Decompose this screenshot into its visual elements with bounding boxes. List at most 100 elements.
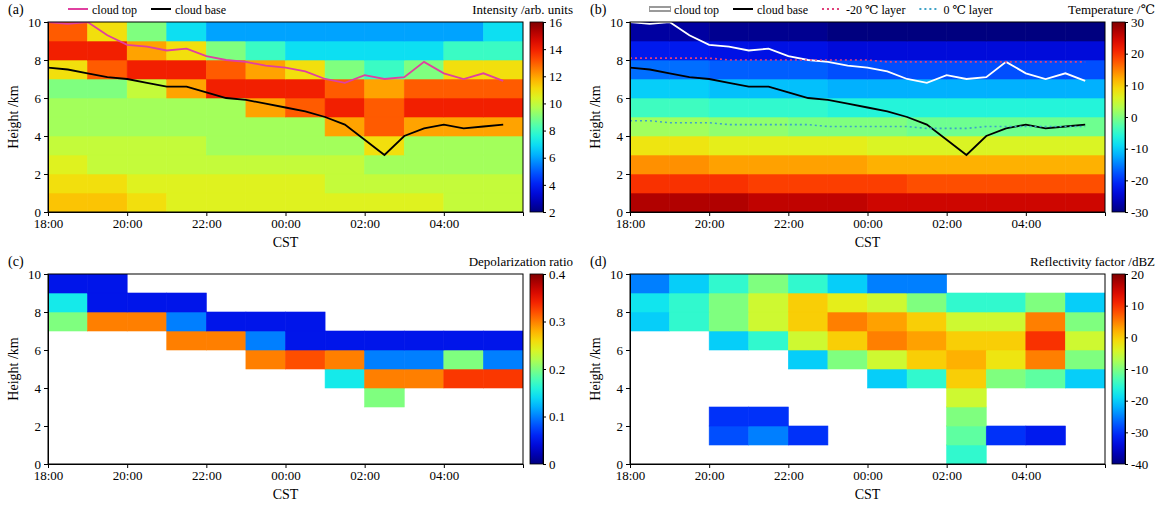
heat-cell bbox=[907, 98, 947, 117]
heat-cell bbox=[365, 117, 405, 136]
heat-cell bbox=[365, 174, 405, 193]
tick-label: 0 bbox=[617, 457, 624, 472]
tick-mark bbox=[626, 274, 630, 275]
heat-cell bbox=[365, 79, 405, 98]
tick: 8 bbox=[617, 53, 631, 68]
tick-label: 0.2 bbox=[549, 362, 565, 377]
plot-frame bbox=[48, 274, 523, 464]
heat-cell bbox=[1026, 350, 1066, 369]
heat-cell bbox=[986, 350, 1026, 369]
heat-cell bbox=[749, 312, 789, 331]
heat-cell bbox=[88, 117, 128, 136]
tick-label: 10 bbox=[549, 96, 562, 111]
tick: 04:00 bbox=[1012, 464, 1042, 483]
heat-cell bbox=[986, 193, 1026, 212]
panel: 18:0020:0022:0000:0002:0004:000246810CST… bbox=[588, 254, 1155, 502]
tick-label: 20:00 bbox=[695, 216, 725, 231]
heat-cell bbox=[88, 312, 128, 331]
heat-cell bbox=[788, 60, 828, 79]
heat-cell bbox=[127, 79, 167, 98]
heat-cell bbox=[444, 369, 484, 388]
tick-mark bbox=[543, 76, 546, 77]
heat-cell bbox=[828, 79, 868, 98]
tick-mark bbox=[1125, 212, 1128, 213]
tick-label: 8 bbox=[617, 53, 624, 68]
heat-cell bbox=[365, 331, 405, 350]
tick-mark bbox=[44, 98, 48, 99]
tick-label: -40 bbox=[1131, 457, 1148, 472]
heat-cell bbox=[444, 60, 484, 79]
x-axis-title: CST bbox=[855, 487, 881, 502]
heat-cell bbox=[828, 274, 868, 293]
plot-frame bbox=[630, 22, 1105, 212]
tick-label: 10 bbox=[1131, 78, 1144, 93]
heat-cell bbox=[709, 331, 749, 350]
heat-cell bbox=[868, 155, 908, 174]
heat-cell bbox=[404, 155, 444, 174]
tick-label: -20 bbox=[1131, 393, 1148, 408]
colorbar-ramp bbox=[1112, 274, 1125, 464]
heat-cell bbox=[670, 155, 710, 174]
heat-cell bbox=[483, 41, 523, 60]
heat-cell bbox=[630, 312, 670, 331]
tick-label: -10 bbox=[1131, 362, 1148, 377]
colorbar-title: Depolarization ratio bbox=[469, 254, 573, 269]
heat-cell bbox=[286, 22, 326, 41]
heat-cell bbox=[788, 274, 828, 293]
panel: 18:0020:0022:0000:0002:0004:000246810CST… bbox=[588, 2, 1155, 250]
heat-cell bbox=[246, 136, 286, 155]
heat-cell bbox=[986, 426, 1026, 445]
heat-cell bbox=[907, 331, 947, 350]
y-axis-title: Height /km bbox=[6, 337, 21, 400]
heat-cell bbox=[868, 350, 908, 369]
tick-label: 0 bbox=[617, 205, 624, 220]
heat-cell bbox=[1065, 41, 1105, 60]
tick-mark bbox=[44, 426, 48, 427]
heat-cell bbox=[709, 22, 749, 41]
heat-cell bbox=[709, 426, 749, 445]
heat-cell bbox=[1026, 22, 1066, 41]
tick-label: 02:00 bbox=[350, 468, 380, 483]
heat-cell bbox=[246, 155, 286, 174]
legend-item: cloud top bbox=[67, 3, 137, 17]
heat-cell bbox=[788, 293, 828, 312]
tick: 14 bbox=[543, 42, 563, 57]
heat-cell bbox=[788, 22, 828, 41]
tick: -40 bbox=[1125, 457, 1148, 472]
tick-label: 22:00 bbox=[774, 216, 804, 231]
heat-cell bbox=[749, 407, 789, 426]
tick-mark bbox=[626, 426, 630, 427]
heat-cell bbox=[404, 98, 444, 117]
heat-cell bbox=[868, 41, 908, 60]
tick-label: 6 bbox=[617, 91, 624, 106]
heat-cell bbox=[868, 331, 908, 350]
heat-cell bbox=[444, 136, 484, 155]
plot-area bbox=[630, 22, 1105, 212]
heat-cell bbox=[709, 136, 749, 155]
tick-mark bbox=[1125, 117, 1128, 118]
heat-cell bbox=[907, 41, 947, 60]
heat-cell bbox=[749, 79, 789, 98]
tick: 20 bbox=[1125, 46, 1144, 61]
heat-cell bbox=[630, 117, 670, 136]
heat-cell bbox=[206, 98, 246, 117]
heat-cell bbox=[1065, 155, 1105, 174]
heat-cell bbox=[828, 136, 868, 155]
heat-cell bbox=[88, 60, 128, 79]
y-axis: 0246810 bbox=[610, 267, 631, 472]
heat-cell bbox=[325, 41, 365, 60]
heat-cell bbox=[868, 79, 908, 98]
plot-area bbox=[630, 274, 1105, 464]
heat-cell bbox=[947, 293, 987, 312]
heat-cell bbox=[947, 426, 987, 445]
heat-cell bbox=[630, 155, 670, 174]
heat-cell bbox=[630, 193, 670, 212]
heat-cell bbox=[986, 312, 1026, 331]
tick-label: 2 bbox=[617, 419, 624, 434]
heat-cell bbox=[828, 293, 868, 312]
heat-cell bbox=[483, 136, 523, 155]
tick: 0 bbox=[617, 205, 631, 220]
tick-mark bbox=[1125, 306, 1128, 307]
heat-cell bbox=[88, 274, 128, 293]
heat-cell bbox=[1026, 41, 1066, 60]
